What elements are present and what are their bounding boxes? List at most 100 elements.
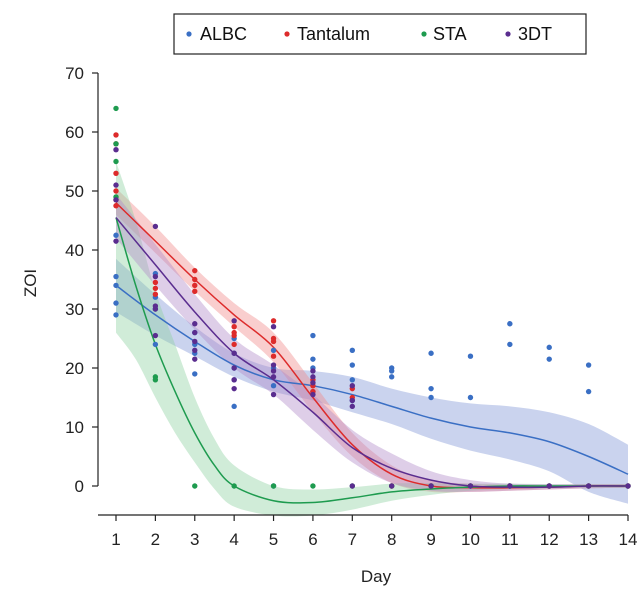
data-point-3dt <box>192 338 198 345</box>
legend-entry-3dt: 3DT <box>505 24 552 44</box>
data-point-tantalum <box>231 324 237 330</box>
y-tick-label: 60 <box>65 123 84 142</box>
data-point-sta <box>310 483 316 489</box>
data-point-sta <box>270 483 277 489</box>
data-point-3dt <box>270 324 277 330</box>
y-tick-label: 50 <box>65 182 84 201</box>
data-point-3dt <box>507 483 513 489</box>
legend-label-tantalum: Tantalum <box>297 24 370 44</box>
data-point-3dt <box>428 483 434 489</box>
data-point-tantalum <box>113 132 119 138</box>
data-point-3dt <box>113 238 119 244</box>
data-point-3dt <box>152 273 159 280</box>
data-point-tantalum <box>270 318 277 324</box>
data-point-albc <box>192 371 198 377</box>
data-point-3dt <box>192 321 198 327</box>
data-point-3dt <box>231 365 237 371</box>
data-point-3dt <box>231 350 237 356</box>
fit-lines <box>115 202 629 504</box>
legend-label-albc: ALBC <box>200 24 247 44</box>
x-tick-label: 13 <box>579 530 598 549</box>
data-point-3dt <box>349 397 356 404</box>
data-point-3dt <box>113 147 119 153</box>
data-point-albc <box>388 374 395 380</box>
data-point-tantalum <box>192 282 198 289</box>
legend-entry-sta: STA <box>421 24 467 44</box>
data-point-albc <box>113 232 119 238</box>
y-tick-label: 30 <box>65 300 84 319</box>
data-point-albc <box>113 282 119 289</box>
legend-marker-albc <box>186 31 192 37</box>
data-point-tantalum <box>192 276 198 283</box>
data-point-3dt <box>349 483 356 489</box>
x-tick-label: 3 <box>190 530 199 549</box>
x-tick-label: 8 <box>387 530 396 549</box>
plot-area <box>113 105 631 517</box>
legend-entry-albc: ALBC <box>186 24 247 44</box>
legend-label-sta: STA <box>433 24 467 44</box>
data-point-sta <box>113 141 119 147</box>
y-tick-label: 70 <box>65 64 84 83</box>
data-point-3dt <box>625 483 631 489</box>
data-point-albc <box>585 388 592 395</box>
data-point-tantalum <box>152 279 159 286</box>
data-point-tantalum <box>231 341 237 348</box>
legend-entry-tantalum: Tantalum <box>284 24 370 44</box>
data-point-tantalum <box>192 267 198 274</box>
x-tick-label: 4 <box>229 530 238 549</box>
data-point-3dt <box>310 380 316 386</box>
data-point-albc <box>428 385 434 392</box>
data-point-3dt <box>192 347 198 353</box>
data-point-3dt <box>270 374 277 380</box>
legend-box <box>173 13 587 55</box>
data-point-3dt <box>349 383 356 389</box>
data-point-tantalum <box>270 353 277 359</box>
data-point-3dt <box>310 391 316 398</box>
data-point-tantalum <box>152 291 159 297</box>
data-point-tantalum <box>270 338 277 345</box>
legend: ALBC Tantalum STA 3DT <box>173 13 587 55</box>
data-point-sta <box>113 158 119 165</box>
x-axis-ticks: 1 2 3 4 5 6 7 8 9 10 11 12 13 14 <box>111 515 637 549</box>
data-point-albc <box>113 273 119 280</box>
data-point-3dt <box>231 385 237 392</box>
points-3dt <box>113 147 631 489</box>
data-point-3dt <box>585 483 592 489</box>
x-tick-label: 10 <box>461 530 480 549</box>
x-tick-label: 6 <box>308 530 317 549</box>
legend-marker-tantalum <box>284 31 290 37</box>
ci-band-albc <box>116 258 628 504</box>
data-point-3dt <box>270 391 277 398</box>
fit-line-sta <box>115 217 628 504</box>
data-point-albc <box>349 347 356 353</box>
x-tick-label: 2 <box>151 530 160 549</box>
data-point-3dt <box>388 483 395 489</box>
data-point-albc <box>467 394 474 401</box>
legend-marker-sta <box>421 31 427 37</box>
data-point-albc <box>546 356 552 362</box>
data-point-tantalum <box>113 170 119 176</box>
data-point-albc <box>507 341 513 348</box>
confidence-bands <box>116 161 628 517</box>
data-point-sta <box>152 377 159 383</box>
data-point-3dt <box>192 356 198 362</box>
data-point-albc <box>428 350 434 356</box>
data-point-tantalum <box>231 332 237 339</box>
data-point-albc <box>388 368 395 374</box>
data-point-tantalum <box>152 285 159 292</box>
data-point-albc <box>270 347 277 353</box>
legend-label-3dt: 3DT <box>518 24 552 44</box>
data-point-3dt <box>231 377 237 383</box>
data-point-tantalum <box>113 188 119 194</box>
y-tick-label: 10 <box>65 418 84 437</box>
data-point-3dt <box>349 403 356 410</box>
y-tick-label: 20 <box>65 359 84 378</box>
data-point-sta <box>192 483 198 489</box>
data-point-3dt <box>231 318 237 324</box>
legend-marker-3dt <box>505 31 511 37</box>
data-point-albc <box>349 362 356 368</box>
fit-line-3dt <box>115 217 629 489</box>
data-point-3dt <box>152 303 159 309</box>
data-point-albc <box>585 362 592 368</box>
data-point-3dt <box>113 182 119 188</box>
